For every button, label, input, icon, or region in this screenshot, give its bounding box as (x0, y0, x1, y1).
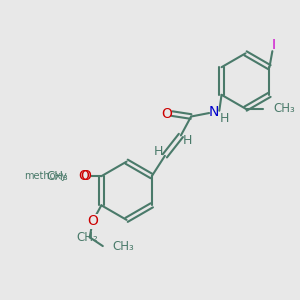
Text: O: O (80, 169, 91, 183)
Text: CH₃: CH₃ (274, 102, 296, 115)
Text: O: O (87, 214, 98, 228)
Text: N: N (209, 105, 219, 118)
Text: H: H (154, 145, 163, 158)
Text: H: H (183, 134, 192, 147)
Text: I: I (272, 38, 276, 52)
Text: CH₃: CH₃ (112, 240, 134, 253)
Text: CH₃: CH₃ (47, 170, 68, 183)
Text: methoxy: methoxy (25, 171, 67, 181)
Text: O: O (161, 106, 172, 121)
Text: H: H (220, 112, 229, 125)
Text: CH₂: CH₂ (76, 231, 98, 244)
Text: O: O (78, 169, 89, 183)
